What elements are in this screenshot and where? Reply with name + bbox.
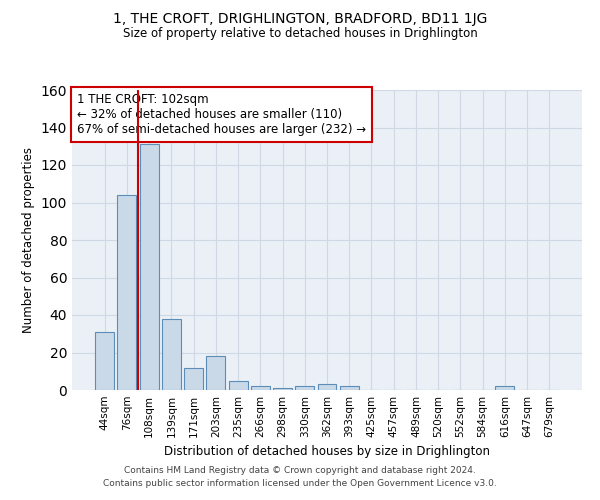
Bar — [206, 356, 225, 390]
Bar — [317, 384, 337, 390]
Bar — [273, 388, 292, 390]
Bar — [340, 386, 359, 390]
Text: Contains HM Land Registry data © Crown copyright and database right 2024.
Contai: Contains HM Land Registry data © Crown c… — [103, 466, 497, 487]
X-axis label: Distribution of detached houses by size in Drighlington: Distribution of detached houses by size … — [164, 446, 490, 458]
Bar — [184, 368, 203, 390]
Bar — [95, 332, 114, 390]
Text: Size of property relative to detached houses in Drighlington: Size of property relative to detached ho… — [122, 28, 478, 40]
Bar — [229, 380, 248, 390]
Bar — [295, 386, 314, 390]
Bar — [162, 319, 181, 390]
Text: 1 THE CROFT: 102sqm
← 32% of detached houses are smaller (110)
67% of semi-detac: 1 THE CROFT: 102sqm ← 32% of detached ho… — [77, 93, 366, 136]
Bar — [140, 144, 158, 390]
Bar — [118, 195, 136, 390]
Bar — [251, 386, 270, 390]
Text: 1, THE CROFT, DRIGHLINGTON, BRADFORD, BD11 1JG: 1, THE CROFT, DRIGHLINGTON, BRADFORD, BD… — [113, 12, 487, 26]
Y-axis label: Number of detached properties: Number of detached properties — [22, 147, 35, 333]
Bar — [496, 386, 514, 390]
